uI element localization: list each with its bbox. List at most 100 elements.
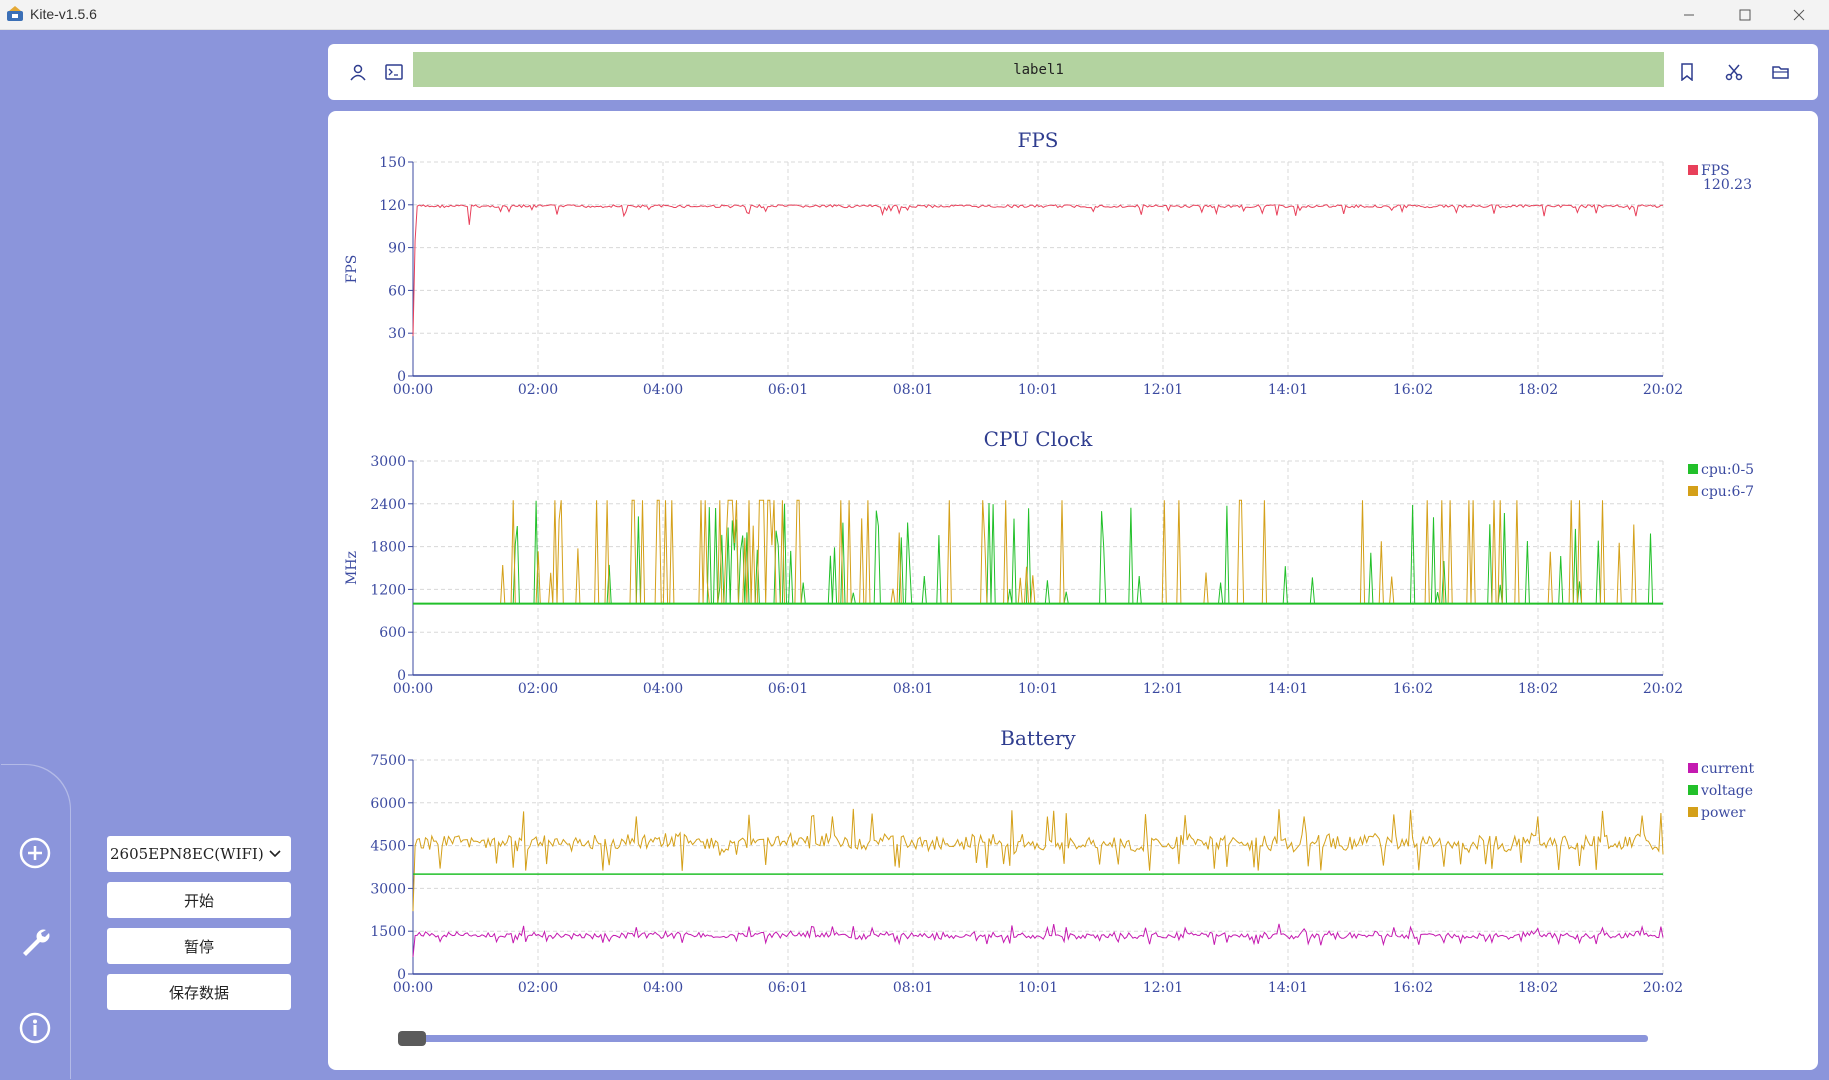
legend-label: voltage (1700, 783, 1753, 799)
close-icon (1793, 9, 1805, 20)
minimize-button[interactable] (1662, 0, 1716, 29)
x-tick-label: 12:01 (1143, 382, 1183, 398)
app-icon (7, 6, 23, 21)
chevron-down-icon (269, 850, 281, 858)
pause-button[interactable]: 暂停 (107, 928, 291, 964)
current-series-line (412, 923, 1664, 957)
x-tick-label: 08:01 (893, 681, 933, 697)
legend-label: cpu:6-7 (1701, 484, 1754, 500)
x-tick-label: 06:01 (768, 681, 808, 697)
x-tick-label: 06:01 (768, 382, 808, 398)
user-button[interactable] (346, 60, 370, 84)
about-button[interactable] (17, 1010, 53, 1046)
bookmark-icon (1681, 63, 1693, 81)
x-tick-label: 00:00 (393, 382, 433, 398)
x-tick-label: 14:01 (1268, 980, 1308, 996)
open-folder-button[interactable] (1769, 60, 1793, 84)
x-tick-label: 10:01 (1018, 681, 1058, 697)
x-tick-label: 04:00 (643, 681, 683, 697)
x-tick-label: 16:02 (1393, 980, 1433, 996)
legend-swatch (1688, 785, 1698, 795)
x-tick-label: 06:01 (768, 980, 808, 996)
y-tick-label: 3000 (370, 881, 406, 897)
x-tick-label: 12:01 (1143, 681, 1183, 697)
legend-swatch (1688, 464, 1698, 474)
x-tick-label: 16:02 (1393, 382, 1433, 398)
maximize-icon (1739, 9, 1751, 20)
x-tick-label: 18:02 (1518, 681, 1558, 697)
y-tick-label: 90 (388, 241, 406, 257)
device-select-value: 2605EPN8EC(WIFI) (110, 845, 264, 863)
x-tick-label: 18:02 (1518, 980, 1558, 996)
maximize-button[interactable] (1718, 0, 1772, 29)
legend-label: cpu:0-5 (1701, 462, 1754, 478)
y-axis-label: FPS (344, 255, 360, 284)
chart-title: Battery (1000, 726, 1076, 750)
y-tick-label: 120 (379, 198, 406, 214)
x-tick-label: 02:00 (518, 980, 558, 996)
toolbar: label1 (328, 44, 1818, 100)
x-tick-label: 08:01 (893, 980, 933, 996)
y-tick-label: 1500 (370, 924, 406, 940)
x-tick-label: 20:02 (1643, 980, 1683, 996)
y-tick-label: 30 (388, 326, 406, 342)
chart-title: FPS (1017, 128, 1058, 152)
x-tick-label: 04:00 (643, 382, 683, 398)
y-tick-label: 4500 (370, 839, 406, 855)
charts-svg: FPS FPS 00:00 02:00 04:00 06:01 08:01 10:01 12:0… (344, 128, 1755, 996)
folder-open-icon (1772, 66, 1789, 79)
y-tick-label: 1800 (370, 540, 406, 556)
x-tick-label: 04:00 (643, 980, 683, 996)
x-tick-label: 14:01 (1268, 681, 1308, 697)
add-device-button[interactable] (17, 835, 53, 871)
x-tick-label: 16:02 (1393, 681, 1433, 697)
y-tick-label: 2400 (370, 497, 406, 513)
settings-button[interactable] (17, 923, 53, 959)
close-button[interactable] (1772, 0, 1826, 29)
x-tick-label: 20:02 (1643, 681, 1683, 697)
minimize-icon (1684, 14, 1694, 15)
sidebar (0, 765, 70, 1080)
x-tick-label: 14:01 (1268, 382, 1308, 398)
power-series-line (412, 808, 1664, 912)
y-tick-label: 0 (397, 668, 406, 684)
plus-circle-icon (19, 837, 51, 869)
charts-panel: FPS FPS 00:00 02:00 04:00 06:01 08:01 10:01 12:0… (328, 111, 1818, 1070)
bookmark-button[interactable] (1675, 60, 1699, 84)
timeline-slider-track[interactable] (398, 1035, 1648, 1042)
legend-label: power (1701, 805, 1746, 821)
terminal-button[interactable] (382, 60, 406, 84)
save-data-button[interactable]: 保存数据 (107, 974, 291, 1010)
wrench-icon (23, 929, 50, 956)
y-tick-label: 3000 (370, 454, 406, 470)
x-tick-label: 10:01 (1018, 382, 1058, 398)
label-field[interactable]: label1 (413, 52, 1664, 87)
legend-label: FPS (1701, 163, 1730, 179)
y-tick-label: 150 (379, 155, 406, 171)
legend-label: current (1701, 761, 1755, 777)
x-tick-label: 08:01 (893, 382, 933, 398)
info-icon (19, 1012, 51, 1044)
start-button[interactable]: 开始 (107, 882, 291, 918)
device-select[interactable]: 2605EPN8EC(WIFI) (107, 836, 291, 872)
x-tick-label: 18:02 (1518, 382, 1558, 398)
user-icon (350, 64, 366, 81)
y-tick-label: 0 (397, 967, 406, 983)
legend-swatch (1688, 165, 1698, 175)
title-bar: Kite-v1.5.6 (0, 0, 1829, 30)
x-tick-label: 00:00 (393, 980, 433, 996)
y-tick-label: 0 (397, 369, 406, 385)
y-tick-label: 1200 (370, 582, 406, 598)
fps-series-line (412, 203, 1664, 337)
timeline-slider-handle[interactable] (398, 1031, 426, 1046)
legend-current-value: 120.23 (1703, 177, 1752, 193)
cut-button[interactable] (1722, 60, 1746, 84)
legend-swatch (1688, 807, 1698, 817)
legend-swatch (1688, 486, 1698, 496)
legend-swatch (1688, 763, 1698, 773)
y-tick-label: 600 (379, 625, 406, 641)
x-tick-label: 00:00 (393, 681, 433, 697)
y-tick-label: 6000 (370, 796, 406, 812)
x-tick-label: 02:00 (518, 382, 558, 398)
scissors-icon (1725, 64, 1743, 81)
